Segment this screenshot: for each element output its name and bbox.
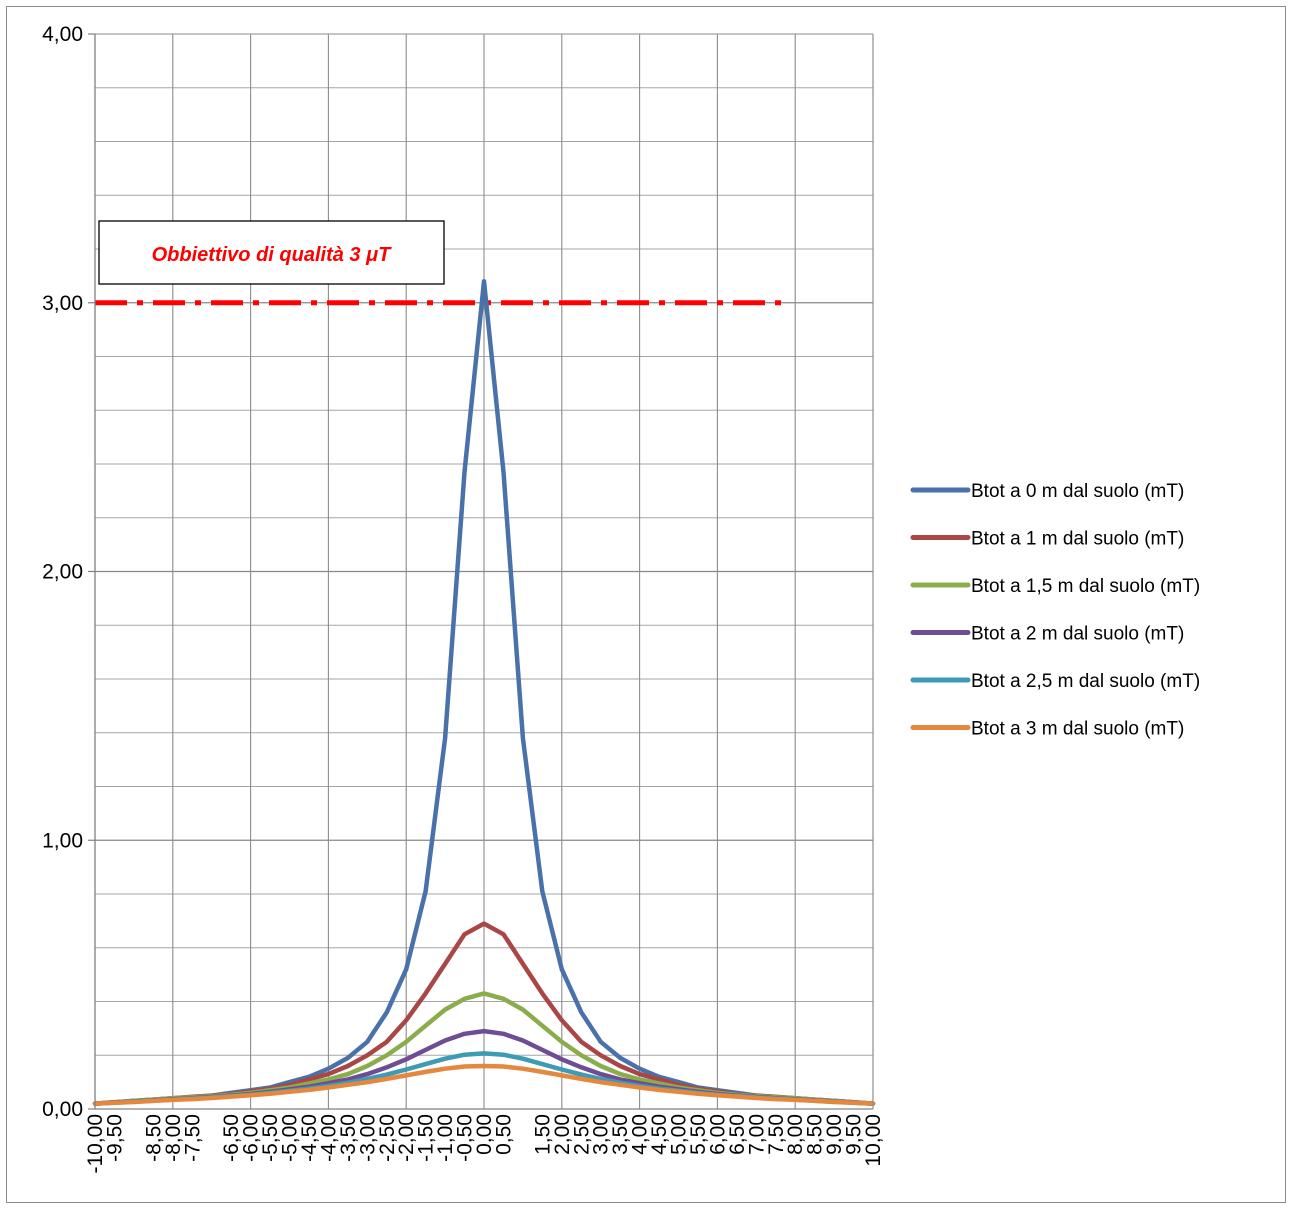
y-tick-label: 3,00 <box>42 292 83 315</box>
x-tick-label: -2,00 <box>395 1114 418 1162</box>
x-tick-label: -1,00 <box>434 1114 457 1162</box>
annotation-text: Obbiettivo di qualità 3 μT <box>152 244 393 266</box>
legend-label-6: Btot a 3 m dal suolo (mT) <box>971 719 1184 740</box>
x-tick-label: -8,50 <box>142 1114 165 1162</box>
legend: Btot a 0 m dal suolo (mT) Btot a 1 m dal … <box>910 481 1200 740</box>
legend-label-2: Btot a 1 m dal suolo (mT) <box>971 529 1184 550</box>
x-tick-label: 6,00 <box>706 1114 729 1155</box>
series-lines <box>92 279 876 1106</box>
x-tick-label: 2,00 <box>551 1114 574 1155</box>
x-tick-label: 9,00 <box>823 1114 846 1155</box>
x-tick-label: -5,50 <box>259 1114 282 1162</box>
y-tick-label: 2,00 <box>42 561 83 584</box>
x-tick-labels: -10,00-9,50 -8,50-8,00-7,50 -6,50-6,00-5,5… <box>84 1114 885 1174</box>
grid <box>95 34 874 1109</box>
x-tick-label: -2,50 <box>376 1114 399 1162</box>
y-tick-label: 0,00 <box>42 1098 83 1121</box>
x-tick-label: -1,50 <box>415 1114 438 1162</box>
x-tick-label: 3,50 <box>609 1114 632 1155</box>
x-tick-label: -4,50 <box>298 1114 321 1162</box>
chart-frame <box>6 6 1286 1203</box>
y-tick-label: 1,00 <box>42 829 83 852</box>
x-tick-label: 9,50 <box>843 1114 866 1155</box>
x-tick-label: 10,00 <box>862 1114 885 1167</box>
legend-label-1: Btot a 0 m dal suolo (mT) <box>971 481 1184 502</box>
x-tick-label: 6,50 <box>726 1114 749 1155</box>
annotation-box: Obbiettivo di qualità 3 μT <box>98 220 445 285</box>
x-tick-label: -3,00 <box>356 1114 379 1162</box>
x-tick-label: 8,00 <box>784 1114 807 1155</box>
annotation-frame <box>98 220 445 285</box>
legend-label-4: Btot a 2 m dal suolo (mT) <box>971 624 1184 645</box>
x-tick-label: -5,00 <box>279 1114 302 1162</box>
x-tick-label: -8,00 <box>162 1114 185 1162</box>
legend-label-3: Btot a 1,5 m dal suolo (mT) <box>971 576 1200 597</box>
x-tick-label: 1,50 <box>531 1114 554 1155</box>
y-tick-label: 4,00 <box>42 23 83 46</box>
x-tick-label: 7,00 <box>745 1114 768 1155</box>
x-tick-label: 3,00 <box>590 1114 613 1155</box>
x-tick-label: 0,50 <box>492 1114 515 1155</box>
x-tick-label: -3,50 <box>337 1114 360 1162</box>
x-tick-label: -4,00 <box>317 1114 340 1162</box>
x-tick-label: -10,00 <box>84 1114 107 1174</box>
x-tick-label: -6,00 <box>240 1114 263 1162</box>
x-tick-label: 4,00 <box>629 1114 652 1155</box>
axes <box>88 33 874 1110</box>
legend-label-5: Btot a 2,5 m dal suolo (mT) <box>971 671 1200 692</box>
x-tick-label: 0,00 <box>473 1114 496 1155</box>
x-tick-label: -6,50 <box>220 1114 243 1162</box>
x-tick-label: 8,50 <box>804 1114 827 1155</box>
x-tick-label: -7,50 <box>181 1114 204 1162</box>
x-tick-label: 5,00 <box>668 1114 691 1155</box>
x-tick-label: 4,50 <box>648 1114 671 1155</box>
series-line-6 <box>92 1063 876 1106</box>
x-tick-label: -0,50 <box>454 1114 477 1162</box>
x-tick-label: 5,50 <box>687 1114 710 1155</box>
x-tick-label: 2,50 <box>570 1114 593 1155</box>
x-tick-label: -9,50 <box>103 1114 126 1162</box>
x-tick-label: 7,50 <box>765 1114 788 1155</box>
y-tick-labels: 0,00 1,00 2,00 3,00 4,00 <box>42 23 83 1121</box>
